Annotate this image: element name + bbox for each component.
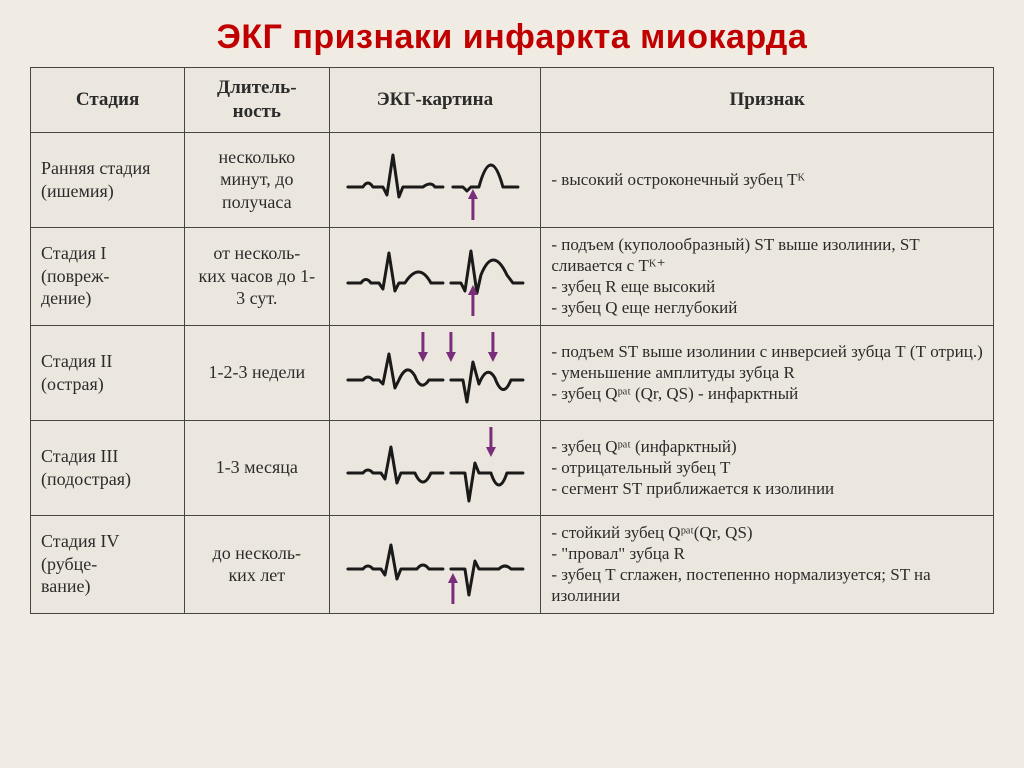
sign-cell: - зубец Qᵖᵃᵗ (инфарктный)- отрицательный… bbox=[541, 420, 994, 515]
col-ecg: ЭКГ-картина bbox=[329, 68, 541, 133]
table-row: Стадия I (повреж-дение)от несколь-ких ча… bbox=[31, 227, 994, 325]
sign-line: - сегмент ST приближается к изолинии bbox=[551, 478, 983, 499]
sign-cell: - стойкий зубец Qᵖᵃᵗ(Qr, QS)- "провал" з… bbox=[541, 515, 994, 613]
ecg-waveform-icon bbox=[334, 135, 537, 225]
ecg-cell bbox=[329, 132, 541, 227]
sign-line: - зубец Q еще неглубокий bbox=[551, 297, 983, 318]
duration-cell: несколько минут, до получаса bbox=[185, 132, 329, 227]
sign-line: - высокий остроконечный зубец Тᴷ bbox=[551, 169, 983, 190]
sign-line: - зубец R еще высокий bbox=[551, 276, 983, 297]
col-stage: Стадия bbox=[31, 68, 185, 133]
col-sign: Признак bbox=[541, 68, 994, 133]
stage-cell: Стадия III (подострая) bbox=[31, 420, 185, 515]
page-root: ЭКГ признаки инфаркта миокарда Стадия Дл… bbox=[0, 0, 1024, 768]
sign-line: - стойкий зубец Qᵖᵃᵗ(Qr, QS) bbox=[551, 522, 983, 543]
stage-cell: Стадия I (повреж-дение) bbox=[31, 227, 185, 325]
ecg-cell bbox=[329, 325, 541, 420]
stage-cell: Ранняя стадия (ишемия) bbox=[31, 132, 185, 227]
sign-cell: - подъем (куполообразный) ST выше изолин… bbox=[541, 227, 994, 325]
duration-cell: от несколь-ких часов до 1-3 сут. bbox=[185, 227, 329, 325]
mi-ecg-table: Стадия Длитель-ность ЭКГ-картина Признак… bbox=[30, 67, 994, 614]
ecg-waveform-icon bbox=[334, 231, 537, 321]
sign-line: - подъем (куполообразный) ST выше изолин… bbox=[551, 234, 983, 277]
stage-cell: Стадия II (острая) bbox=[31, 325, 185, 420]
ecg-waveform-icon bbox=[334, 519, 537, 609]
duration-cell: 1-3 месяца bbox=[185, 420, 329, 515]
table-row: Стадия II (острая)1-2-3 недели - подъем … bbox=[31, 325, 994, 420]
stage-cell: Стадия IV (рубце-вание) bbox=[31, 515, 185, 613]
ecg-cell bbox=[329, 515, 541, 613]
duration-cell: 1-2-3 недели bbox=[185, 325, 329, 420]
table-body: Ранняя стадия (ишемия)несколько минут, д… bbox=[31, 132, 994, 613]
sign-line: - "провал" зубца R bbox=[551, 543, 983, 564]
sign-cell: - подъем ST выше изолинии с инверсией зу… bbox=[541, 325, 994, 420]
col-duration: Длитель-ность bbox=[185, 68, 329, 133]
ecg-waveform-icon bbox=[334, 328, 537, 418]
table-header-row: Стадия Длитель-ность ЭКГ-картина Признак bbox=[31, 68, 994, 133]
sign-line: - зубец Qᵖᵃᵗ (инфарктный) bbox=[551, 436, 983, 457]
ecg-cell bbox=[329, 420, 541, 515]
duration-cell: до несколь-ких лет bbox=[185, 515, 329, 613]
sign-line: - зубец Qᵖᵃᵗ (Qr, QS) - инфарктный bbox=[551, 383, 983, 404]
ecg-waveform-icon bbox=[334, 423, 537, 513]
sign-line: - подъем ST выше изолинии с инверсией зу… bbox=[551, 341, 983, 362]
table-row: Стадия III (подострая)1-3 месяца - зубец… bbox=[31, 420, 994, 515]
sign-line: - отрицательный зубец Т bbox=[551, 457, 983, 478]
page-title: ЭКГ признаки инфаркта миокарда bbox=[30, 18, 994, 57]
sign-line: - зубец Т сглажен, постепенно нормализуе… bbox=[551, 564, 983, 607]
ecg-cell bbox=[329, 227, 541, 325]
table-row: Ранняя стадия (ишемия)несколько минут, д… bbox=[31, 132, 994, 227]
sign-cell: - высокий остроконечный зубец Тᴷ bbox=[541, 132, 994, 227]
table-row: Стадия IV (рубце-вание)до несколь-ких ле… bbox=[31, 515, 994, 613]
sign-line: - уменьшение амплитуды зубца R bbox=[551, 362, 983, 383]
